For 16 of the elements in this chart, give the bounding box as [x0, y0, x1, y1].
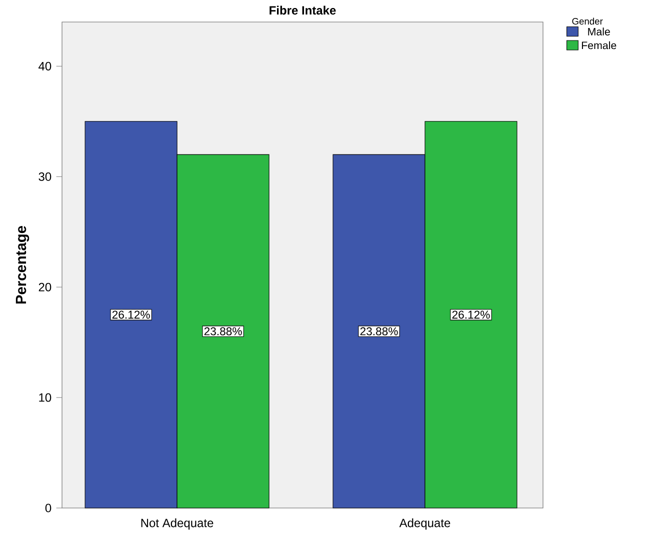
- annotation: 26.12%: [112, 310, 150, 319]
- y-tick-label: 30: [38, 172, 52, 181]
- annotation: 26.12%: [452, 310, 490, 319]
- annotation: 23.88%: [360, 327, 398, 336]
- legend-label: Female: [582, 41, 616, 50]
- chart-title: Fibre Intake: [270, 6, 336, 15]
- y-tick-label: 0: [45, 504, 52, 512]
- y-tick-label: 20: [38, 282, 52, 292]
- x-tick-label: Not Adequate: [141, 518, 214, 530]
- y-axis-title: Percentage: [16, 226, 30, 304]
- x-tick-label: Adequate: [399, 518, 450, 530]
- legend-label: Male: [588, 28, 610, 36]
- y-tick-label: 10: [39, 393, 52, 402]
- y-tick-label: 40: [38, 62, 52, 70]
- annotation: 23.88%: [204, 327, 242, 336]
- legend-title: Gender: [572, 18, 603, 25]
